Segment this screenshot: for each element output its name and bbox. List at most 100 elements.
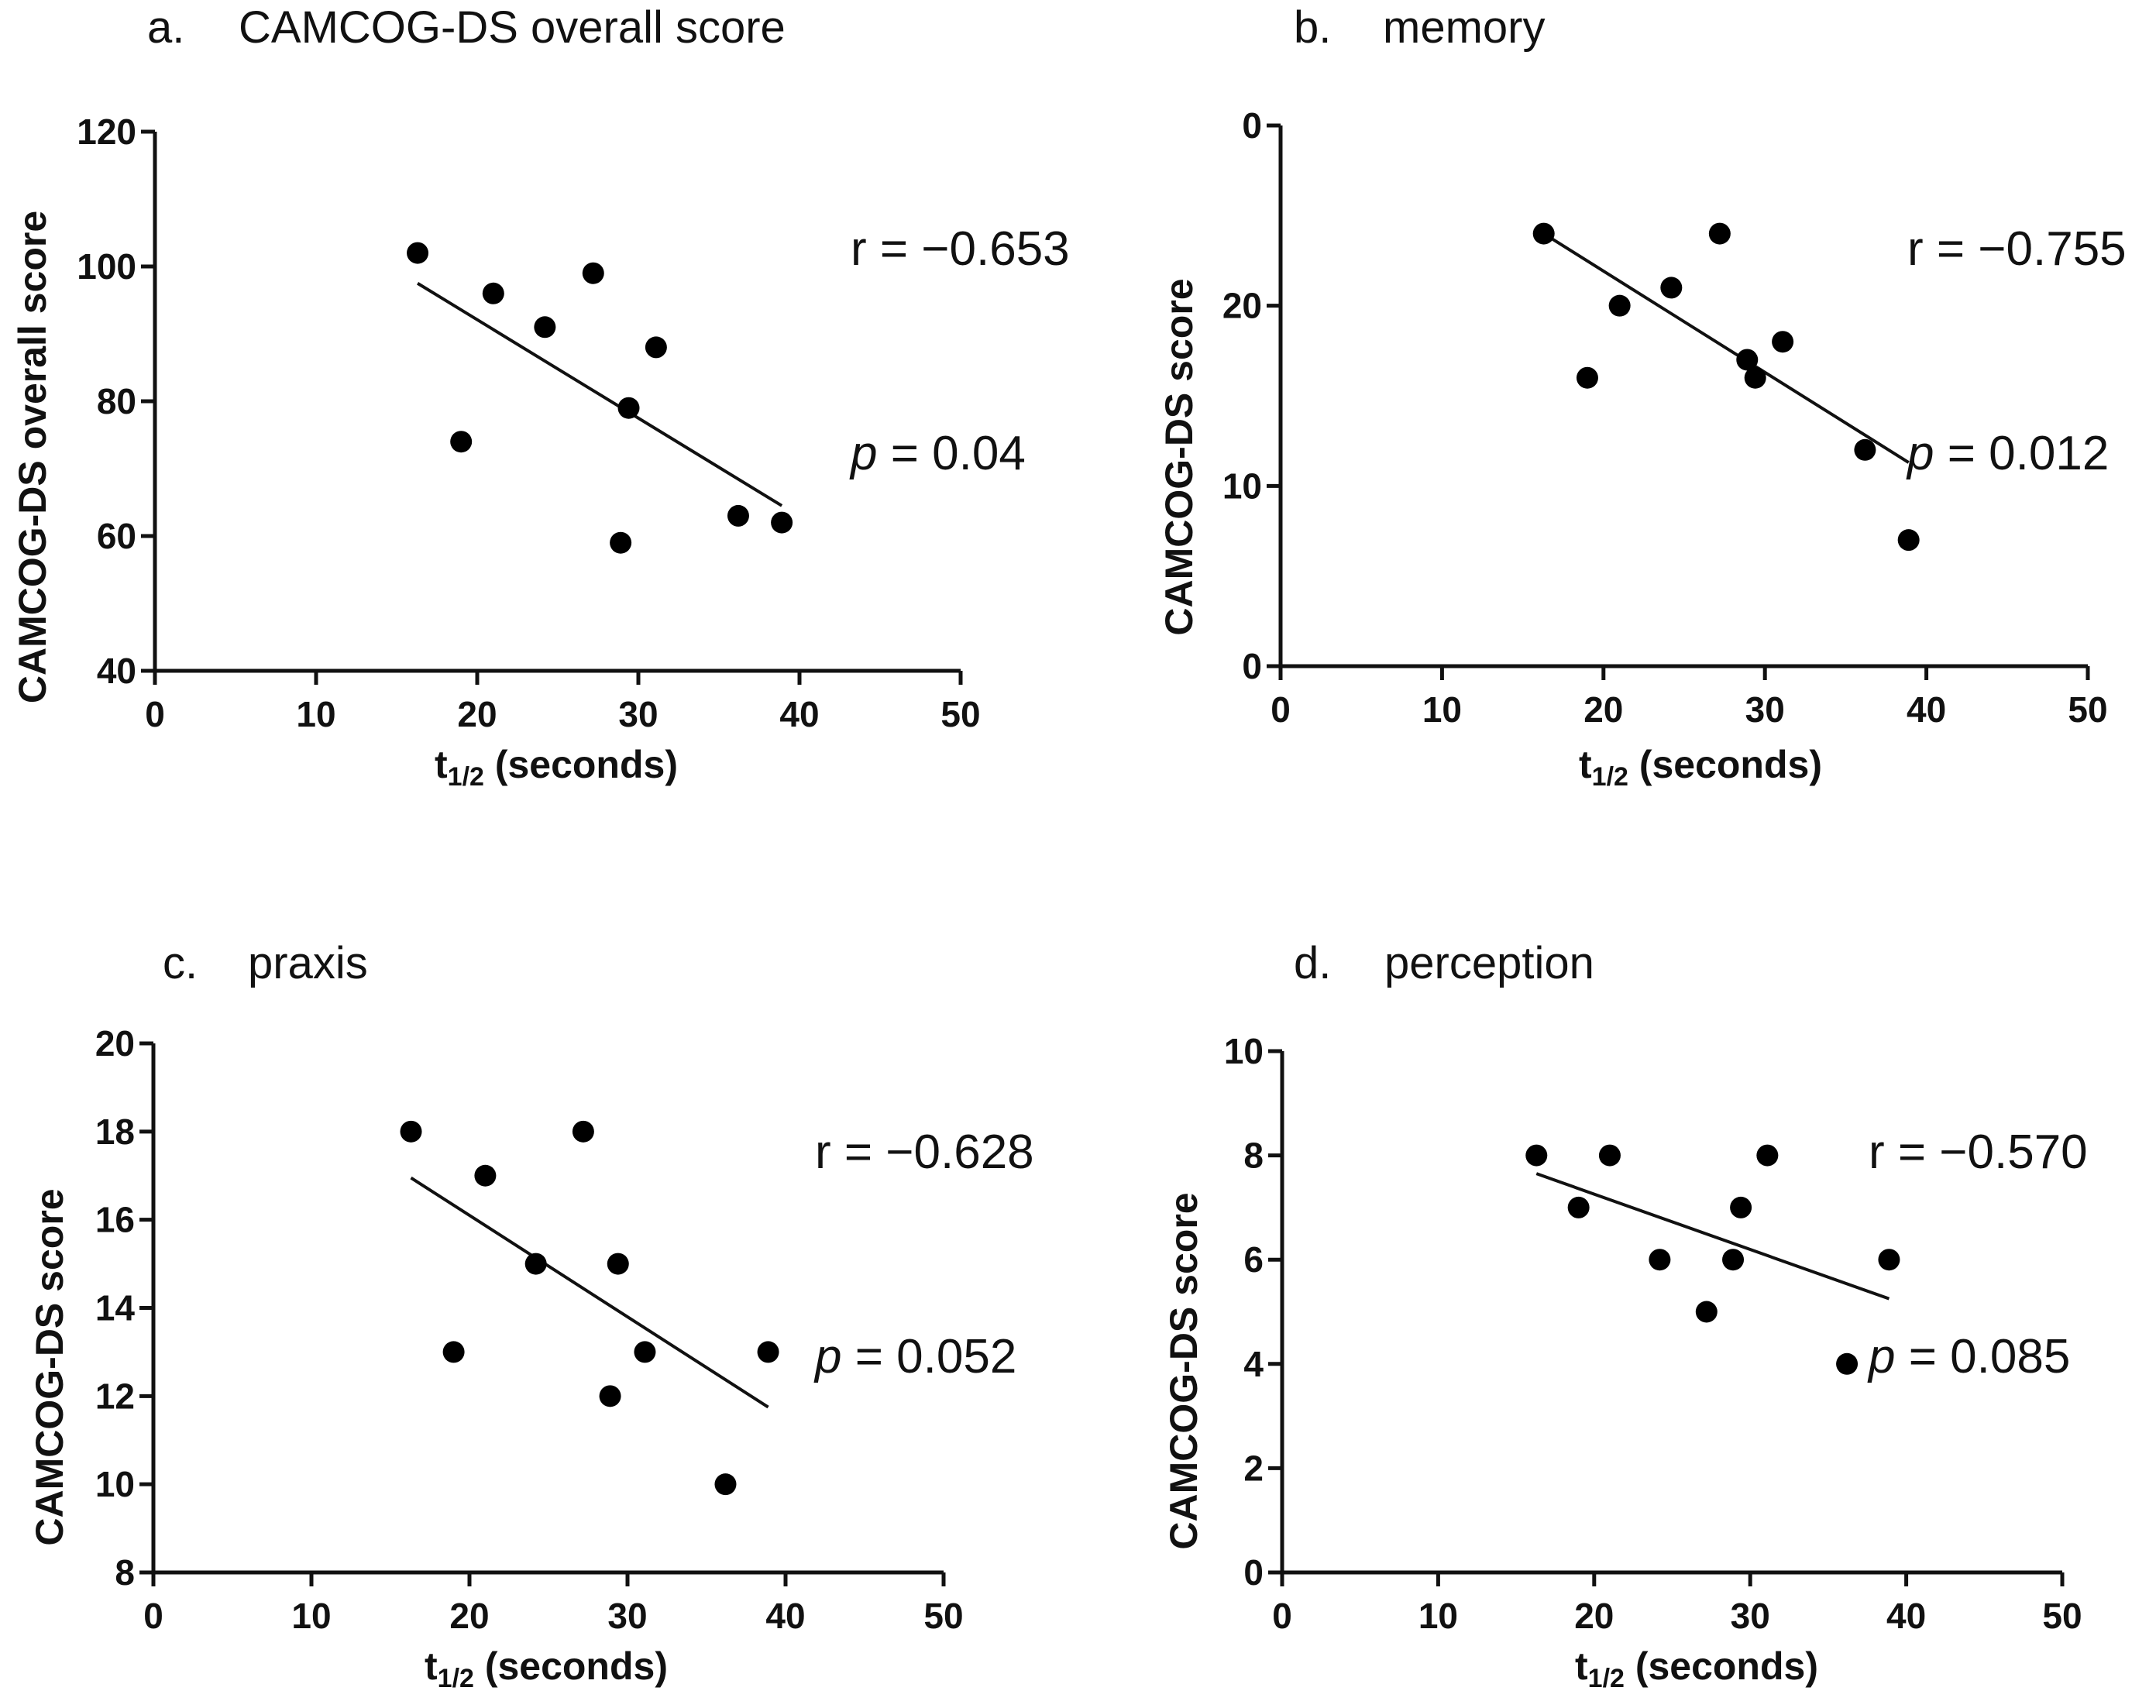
regression-line bbox=[410, 1176, 769, 1409]
panel-letter: b. bbox=[1294, 2, 1332, 53]
x-label-rest: (seconds) bbox=[1624, 1644, 1818, 1688]
y-tick-label: 20 bbox=[1222, 286, 1262, 326]
r-value: r = −0.755 bbox=[1907, 222, 2127, 276]
x-tick-label: 10 bbox=[291, 1596, 331, 1636]
x-axis-label: t1/2 (seconds) bbox=[425, 1644, 668, 1694]
x-label-rest: (seconds) bbox=[473, 1644, 668, 1688]
data-point bbox=[617, 397, 640, 419]
y-tick-label: 12 bbox=[95, 1376, 135, 1416]
y-tick-label: 8 bbox=[115, 1552, 135, 1593]
x-tick-label: 20 bbox=[1574, 1596, 1614, 1636]
correlation-stats: r = −0.755 p = 0.012 bbox=[1907, 79, 2127, 624]
x-tick-label: 20 bbox=[1583, 689, 1623, 730]
p-value: p = 0.052 bbox=[815, 1323, 1034, 1391]
data-point bbox=[1576, 366, 1598, 389]
data-point bbox=[442, 1341, 465, 1363]
p-value: p = 0.012 bbox=[1907, 420, 2127, 488]
p-number: = 0.04 bbox=[877, 427, 1026, 480]
correlation-stats: r = −0.653 p = 0.04 bbox=[851, 79, 1070, 624]
x-tick-label: 40 bbox=[779, 694, 819, 734]
scatter-plot: 0 10 20 30 40 50 0 2 4 6 8 10 bbox=[1224, 1031, 2082, 1636]
x-label-main: t bbox=[425, 1644, 438, 1688]
x-tick-label: 10 bbox=[1418, 1596, 1458, 1636]
x-axis-label: t1/2 (seconds) bbox=[1575, 1644, 1818, 1694]
y-tick-label: 8 bbox=[1243, 1136, 1264, 1176]
scatter-plot: 0 10 20 30 40 50 40 60 80 100 120 bbox=[77, 112, 980, 734]
p-symbol: p bbox=[1907, 427, 1934, 480]
x-label-rest: (seconds) bbox=[1628, 743, 1822, 786]
y-tick-label: 14 bbox=[95, 1288, 136, 1328]
data-point bbox=[400, 1120, 422, 1143]
panel-title: perception bbox=[1384, 938, 1594, 988]
data-point bbox=[1772, 331, 1794, 353]
data-point bbox=[1695, 1301, 1718, 1323]
regression-line bbox=[416, 282, 783, 507]
x-tick-label: 0 bbox=[1271, 689, 1291, 730]
panel-d: d. perception r = −0.570 p = 0.085 CAMCO… bbox=[1077, 899, 2156, 1708]
data-point bbox=[1598, 1144, 1621, 1167]
correlation-stats: r = −0.570 p = 0.085 bbox=[1869, 982, 2088, 1528]
data-point bbox=[1722, 1249, 1745, 1271]
x-label-main: t bbox=[435, 743, 448, 786]
x-tick-label: 0 bbox=[143, 1596, 163, 1636]
data-point bbox=[1897, 529, 1920, 552]
data-point bbox=[727, 504, 749, 527]
x-tick-label: 0 bbox=[1272, 1596, 1292, 1636]
data-point bbox=[610, 531, 632, 554]
data-point bbox=[582, 262, 604, 284]
x-tick-label: 50 bbox=[2068, 689, 2107, 730]
x-tick-label: 30 bbox=[618, 694, 658, 734]
data-point bbox=[757, 1341, 779, 1363]
panel-title: CAMCOG-DS overall score bbox=[239, 2, 786, 53]
correlation-stats: r = −0.628 p = 0.052 bbox=[815, 982, 1034, 1528]
y-tick-label: 20 bbox=[95, 1023, 135, 1064]
y-tick-label: 60 bbox=[97, 516, 136, 556]
x-tick-label: 20 bbox=[457, 694, 497, 734]
p-symbol: p bbox=[1869, 1330, 1896, 1383]
data-point bbox=[1708, 222, 1731, 245]
x-tick-label: 0 bbox=[145, 694, 165, 734]
x-tick-label: 50 bbox=[2042, 1596, 2082, 1636]
data-point bbox=[474, 1164, 497, 1187]
data-point bbox=[1836, 1352, 1859, 1375]
data-point bbox=[450, 431, 473, 453]
y-tick-label: 18 bbox=[95, 1112, 135, 1152]
y-tick-label: 16 bbox=[95, 1200, 135, 1240]
x-label-sub: 1/2 bbox=[447, 762, 484, 792]
data-point bbox=[482, 282, 504, 304]
data-point bbox=[1608, 294, 1631, 317]
x-tick-label: 10 bbox=[296, 694, 335, 734]
x-tick-label: 10 bbox=[1422, 689, 1462, 730]
y-tick-label: 2 bbox=[1243, 1448, 1264, 1488]
data-point bbox=[1854, 438, 1876, 461]
y-tick-label: 10 bbox=[95, 1464, 135, 1504]
panel-title: praxis bbox=[248, 938, 368, 988]
r-value: r = −0.653 bbox=[851, 222, 1070, 276]
y-tick-label: 0 bbox=[1242, 105, 1262, 146]
x-tick-label: 50 bbox=[923, 1596, 963, 1636]
p-symbol: p bbox=[851, 427, 878, 480]
x-tick-label: 50 bbox=[940, 694, 980, 734]
data-point bbox=[599, 1385, 621, 1407]
panel-b: b. memory r = −0.755 p = 0.012 CAMCOG-DS… bbox=[1077, 0, 2156, 852]
p-symbol: p bbox=[815, 1330, 842, 1383]
x-label-rest: (seconds) bbox=[483, 743, 678, 786]
y-tick-label: 120 bbox=[77, 112, 136, 152]
y-tick-label: 6 bbox=[1243, 1239, 1264, 1280]
y-tick-label: 40 bbox=[97, 651, 136, 691]
data-point bbox=[1532, 222, 1555, 245]
scatter-plot: 0 10 20 30 40 50 0 10 20 0 bbox=[1222, 105, 2108, 730]
x-tick-label: 20 bbox=[449, 1596, 489, 1636]
x-tick-label: 40 bbox=[1886, 1596, 1926, 1636]
x-label-main: t bbox=[1579, 743, 1592, 786]
regression-line bbox=[1535, 1172, 1890, 1301]
x-axis-label: t1/2 (seconds) bbox=[435, 742, 678, 792]
data-point bbox=[1730, 1196, 1752, 1218]
p-value: p = 0.04 bbox=[851, 420, 1070, 488]
p-number: = 0.012 bbox=[1934, 427, 2110, 480]
p-value: p = 0.085 bbox=[1869, 1323, 2088, 1391]
data-point bbox=[1736, 349, 1759, 371]
scatter-plot: 0 10 20 30 40 50 8 10 12 14 16 18 20 bbox=[95, 1023, 964, 1636]
panel-letter: d. bbox=[1294, 938, 1332, 988]
